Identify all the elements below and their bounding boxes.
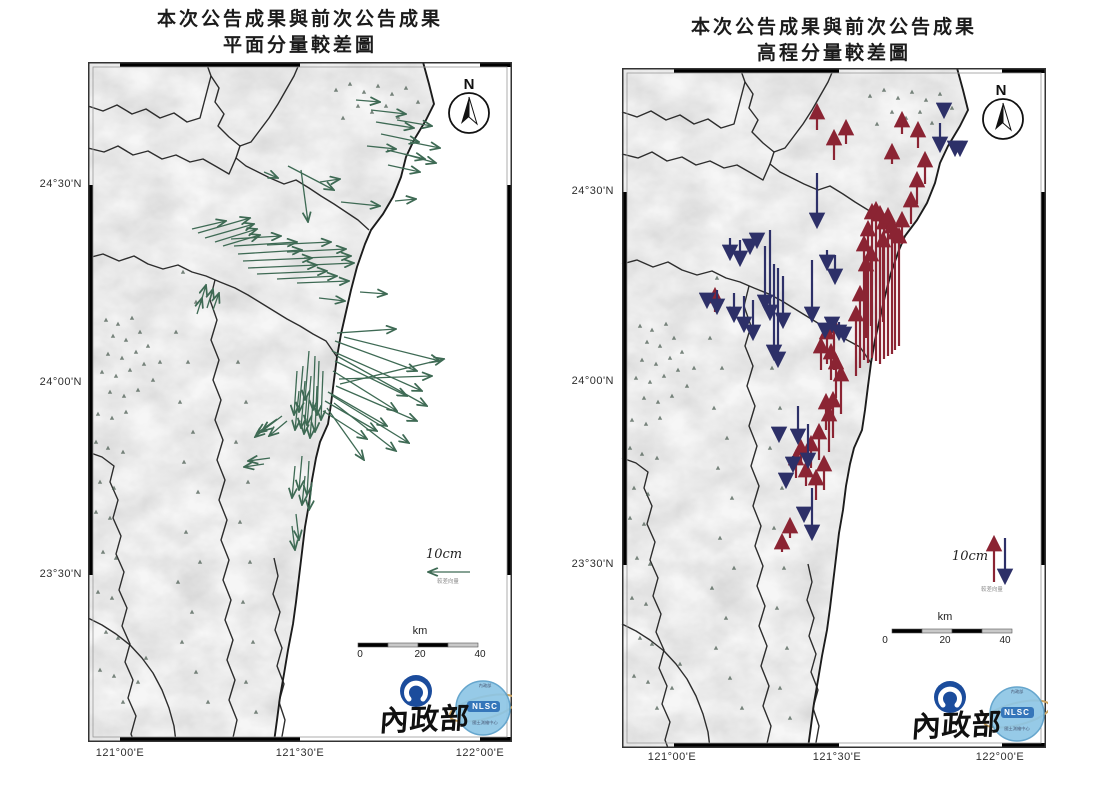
lon-label: 122°00'E [975, 751, 1025, 763]
vertical-map-title: 本次公告成果與前次公告成果 高程分量較差圖 [620, 14, 1048, 66]
vector-scale-label: 10cm [951, 549, 989, 564]
moi-logo-text: 內政部 [910, 706, 1004, 744]
lat-label: 24°30'N [571, 185, 614, 197]
vector-scale-note: 較差向量 [437, 579, 459, 585]
lat-label: 23°30'N [571, 558, 614, 570]
horizontal-map-canvas [88, 62, 512, 742]
scalebar-unit: km [412, 625, 428, 637]
map-title-line2: 高程分量較差圖 [756, 42, 911, 64]
nlsc-logo-acronym: NLSC [1004, 708, 1030, 717]
scalebar-tick: 20 [939, 635, 951, 646]
vector-scale-note: 較差向量 [981, 587, 1003, 593]
scalebar-tick: 0 [882, 635, 888, 646]
lat-label: 24°00'N [39, 376, 82, 388]
lat-label: 24°00'N [571, 375, 614, 387]
lon-label: 121°30'E [812, 751, 862, 763]
nlsc-logo-bottom-text: 國土測繪中心 [472, 720, 498, 726]
lat-label: 23°30'N [39, 568, 82, 580]
vertical-map-canvas [621, 68, 1048, 748]
scalebar-tick: 0 [357, 649, 363, 660]
nlsc-logo-bottom-text: 國土測繪中心 [1004, 726, 1030, 732]
vector-scale-label: 10cm [425, 547, 463, 562]
map-title-line1: 本次公告成果與前次公告成果 [156, 8, 443, 30]
lon-label: 121°00'E [95, 747, 145, 759]
map-title-line2: 平面分量較差圖 [222, 34, 377, 56]
lat-label: 24°30'N [39, 178, 82, 190]
horizontal-map-title: 本次公告成果與前次公告成果 平面分量較差圖 [88, 6, 512, 58]
nlsc-logo-top-text: 內政部 [1010, 689, 1024, 695]
lon-label: 121°00'E [647, 751, 697, 763]
nlsc-logo-acronym: NLSC [472, 702, 498, 711]
north-label: N [463, 76, 475, 93]
nlsc-logo-top-text: 內政部 [478, 683, 492, 689]
scalebar-unit: km [937, 611, 953, 623]
scalebar-tick: 20 [414, 649, 426, 660]
map-title-line1: 本次公告成果與前次公告成果 [690, 16, 977, 38]
scalebar-tick: 40 [474, 649, 486, 660]
moi-logo-text: 內政部 [378, 700, 472, 738]
lon-label: 122°00'E [455, 747, 505, 759]
lon-label: 121°30'E [275, 747, 325, 759]
north-label: N [995, 82, 1007, 99]
scalebar-tick: 40 [999, 635, 1011, 646]
